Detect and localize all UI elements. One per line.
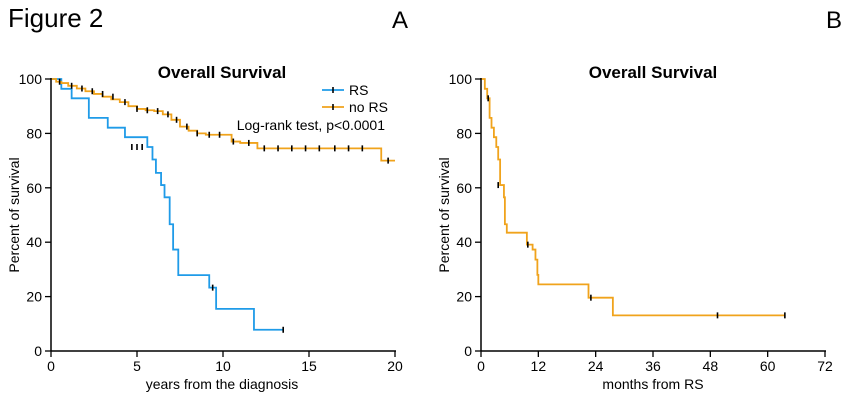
chart-a-y-tick-label: 100 <box>19 71 43 87</box>
chart-a-y-tick-label: 80 <box>26 125 42 141</box>
chart-a-logrank-annotation: Log-rank test, p<0.0001 <box>237 117 385 133</box>
chart-b-x-tick-label: 0 <box>477 358 485 374</box>
chart-b-y-axis-label: Percent of survival <box>436 157 452 272</box>
chart-b-x-tick-label: 12 <box>531 358 547 374</box>
chart-a-y-tick-label: 0 <box>34 343 42 359</box>
chart-b-y-tick-label: 80 <box>456 125 472 141</box>
chart-a-y-tick-label: 40 <box>26 234 42 250</box>
chart-a-y-tick-label: 60 <box>26 180 42 196</box>
chart-b-x-axis-label: months from RS <box>602 376 703 392</box>
chart-b-x-tick-label: 36 <box>645 358 661 374</box>
figure-title: Figure 2 <box>8 3 103 33</box>
chart-a-series-1-line <box>51 78 395 162</box>
chart-b-x-tick-label: 24 <box>588 358 604 374</box>
chart-b-y-tick-label: 0 <box>464 343 472 359</box>
chart-a-y-tick-label: 20 <box>26 289 42 305</box>
legend-label-rs: RS <box>349 82 368 98</box>
chart-b-series-0-line <box>481 78 785 317</box>
chart-a-title: Overall Survival <box>158 63 287 82</box>
legend-label-no-rs: no RS <box>349 99 388 115</box>
chart-b-y-tick-label: 60 <box>456 180 472 196</box>
chart-b-x-tick-label: 60 <box>760 358 776 374</box>
chart-a-x-tick-label: 0 <box>47 358 55 374</box>
chart-a-x-tick-label: 10 <box>215 358 231 374</box>
chart-b-x-tick-label: 72 <box>817 358 833 374</box>
chart-b-title: Overall Survival <box>589 63 718 82</box>
chart-a-x-tick-label: 15 <box>301 358 317 374</box>
chart-a-x-tick-label: 20 <box>387 358 403 374</box>
chart-panel-b: Overall Survival months from RS Percent … <box>436 63 833 392</box>
chart-b-y-tick-label: 20 <box>456 289 472 305</box>
chart-b-x-tick-label: 48 <box>703 358 719 374</box>
chart-b-y-tick-label: 100 <box>449 71 473 87</box>
chart-a-legend: RS no RS <box>322 82 388 115</box>
panel-letter-a: A <box>392 7 408 34</box>
chart-a-series-0-line <box>51 78 284 331</box>
chart-panel-a: Overall Survival years from the diagnosi… <box>6 63 403 392</box>
panel-letter-b: B <box>826 7 842 34</box>
chart-a-x-axis-label: years from the diagnosis <box>146 376 299 392</box>
chart-b-y-tick-label: 40 <box>456 234 472 250</box>
chart-a-x-tick-label: 5 <box>133 358 141 374</box>
chart-a-y-axis-label: Percent of survival <box>6 157 22 272</box>
